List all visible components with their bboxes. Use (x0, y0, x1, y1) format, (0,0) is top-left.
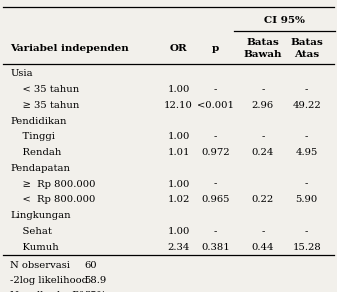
Text: Rendah: Rendah (10, 148, 61, 157)
Text: <  Rp 800.000: < Rp 800.000 (10, 195, 95, 204)
Text: 5.90: 5.90 (296, 195, 318, 204)
Text: Tinggi: Tinggi (10, 132, 55, 141)
Text: Usia: Usia (10, 69, 33, 78)
Text: 1.00: 1.00 (167, 227, 190, 236)
Text: -2log likelihood: -2log likelihood (10, 276, 88, 285)
Text: 0.22: 0.22 (252, 195, 274, 204)
Text: Sehat: Sehat (10, 227, 52, 236)
Text: N observasi: N observasi (10, 261, 70, 270)
Text: 2.34: 2.34 (167, 243, 190, 252)
Text: 35%: 35% (84, 291, 106, 292)
Text: 2.96: 2.96 (252, 101, 274, 110)
Text: -: - (261, 227, 265, 236)
Text: Kumuh: Kumuh (10, 243, 59, 252)
Text: < 35 tahun: < 35 tahun (10, 85, 79, 94)
Text: 1.02: 1.02 (167, 195, 190, 204)
Text: Nagelkerke R²: Nagelkerke R² (10, 291, 84, 292)
Text: -: - (214, 180, 217, 189)
Text: CI 95%: CI 95% (264, 16, 305, 25)
Text: p: p (212, 44, 219, 53)
Text: 49.22: 49.22 (292, 101, 321, 110)
Text: ≥  Rp 800.000: ≥ Rp 800.000 (10, 180, 96, 189)
Text: 15.28: 15.28 (292, 243, 321, 252)
Text: 1.00: 1.00 (167, 180, 190, 189)
Text: 12.10: 12.10 (164, 101, 193, 110)
Text: 4.95: 4.95 (296, 148, 318, 157)
Text: -: - (261, 132, 265, 141)
Text: -: - (305, 85, 308, 94)
Text: ≥ 35 tahun: ≥ 35 tahun (10, 101, 80, 110)
Text: Bawah: Bawah (244, 50, 282, 58)
Text: -: - (214, 132, 217, 141)
Text: Lingkungan: Lingkungan (10, 211, 71, 220)
Text: Batas: Batas (290, 38, 323, 47)
Text: 58.9: 58.9 (84, 276, 106, 285)
Text: -: - (305, 227, 308, 236)
Text: 1.00: 1.00 (167, 85, 190, 94)
Text: Batas: Batas (246, 38, 279, 47)
Text: Pendidikan: Pendidikan (10, 117, 67, 126)
Text: 0.965: 0.965 (202, 195, 230, 204)
Text: 0.24: 0.24 (252, 148, 274, 157)
Text: 0.381: 0.381 (201, 243, 230, 252)
Text: Atas: Atas (294, 50, 319, 58)
Text: -: - (214, 227, 217, 236)
Text: 1.01: 1.01 (167, 148, 190, 157)
Text: <0.001: <0.001 (197, 101, 234, 110)
Text: Variabel independen: Variabel independen (10, 44, 129, 53)
Text: -: - (305, 132, 308, 141)
Text: -: - (261, 85, 265, 94)
Text: 1.00: 1.00 (167, 132, 190, 141)
Text: 0.44: 0.44 (252, 243, 274, 252)
Text: Pendapatan: Pendapatan (10, 164, 70, 173)
Text: -: - (214, 85, 217, 94)
Text: 0.972: 0.972 (202, 148, 230, 157)
Text: 60: 60 (84, 261, 97, 270)
Text: OR: OR (170, 44, 187, 53)
Text: -: - (305, 180, 308, 189)
